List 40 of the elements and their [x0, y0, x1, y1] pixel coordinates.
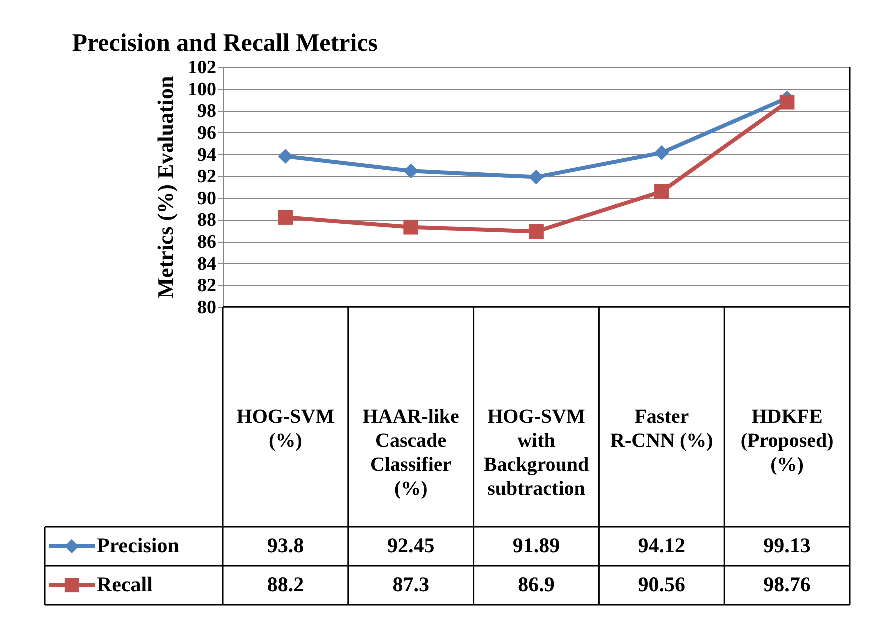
data-label: 98.76	[764, 572, 811, 596]
y-tick-label: 84	[198, 254, 217, 275]
data-label: 93.8	[267, 534, 304, 558]
data-label: 88.2	[267, 572, 304, 596]
y-tick-label: 82	[198, 276, 216, 297]
y-tick-label: 90	[198, 188, 216, 210]
y-tick-label: 96	[198, 122, 216, 144]
y-axis-title: Metrics (%) Evaluation	[153, 76, 178, 299]
data-label: 99.13	[764, 534, 811, 558]
data-label: 90.56	[638, 572, 686, 596]
y-tick-label: 92	[198, 166, 216, 188]
x-tick-label: HOG-SVM with Background subtraction	[484, 406, 590, 500]
y-tick-label: 94	[198, 144, 217, 166]
data-label: 92.45	[387, 534, 435, 558]
chart-title: Precision and Recall Metrics	[72, 30, 378, 57]
data-label: 87.3	[392, 572, 430, 596]
y-tick-label: 98	[198, 101, 216, 122]
point	[404, 164, 419, 179]
point	[654, 146, 670, 160]
point	[529, 224, 544, 240]
point	[654, 184, 670, 200]
x-tick-label: HDKFE (Proposed) (%)	[740, 406, 834, 476]
legend-label: Precision	[97, 534, 180, 558]
point	[780, 94, 795, 110]
y-tick-label: 86	[198, 232, 216, 254]
x-tick-label: Faster R-CNN (%)	[610, 406, 714, 452]
y-tick-label: 80	[198, 298, 216, 318]
point	[278, 149, 294, 164]
data-label: 91.89	[512, 534, 560, 558]
y-tick-label: 88	[198, 210, 216, 232]
y-tick-label: 102	[188, 58, 216, 78]
data-label: 86.9	[518, 572, 555, 596]
legend-label: Recall	[97, 572, 154, 596]
x-tick-label: HAAR-like Cascade Classifier (%)	[362, 406, 460, 500]
point	[278, 210, 294, 225]
point	[404, 220, 419, 235]
point	[529, 170, 544, 185]
data-label: 94.12	[638, 534, 686, 558]
x-tick-label: HOG-SVM (%)	[236, 406, 335, 452]
y-tick-label: 100	[188, 79, 216, 100]
